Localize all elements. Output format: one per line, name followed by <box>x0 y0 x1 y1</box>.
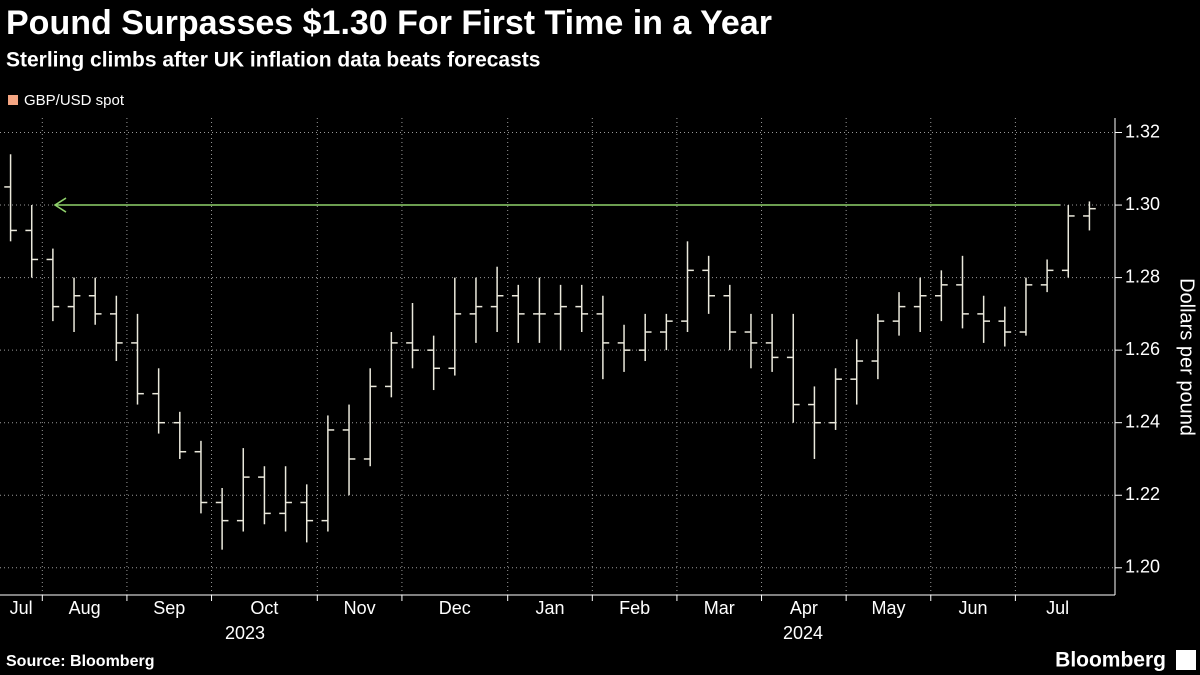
chart-title: Pound Surpasses $1.30 For First Time in … <box>6 4 772 42</box>
x-tick-label: Jul <box>1046 598 1069 618</box>
x-tick-label: Oct <box>250 598 278 618</box>
x-tick-label: Jun <box>959 598 988 618</box>
chart-subtitle: Sterling climbs after UK inflation data … <box>6 49 540 72</box>
x-tick-label: Dec <box>439 598 471 618</box>
y-tick-label: 1.22 <box>1125 484 1160 504</box>
x-tick-label: Nov <box>344 598 376 618</box>
y-tick-label: 1.20 <box>1125 557 1160 577</box>
year-label: 2024 <box>783 623 823 643</box>
logo: Bloomberg <box>1055 649 1166 672</box>
legend-label: GBP/USD spot <box>24 92 125 109</box>
legend-swatch <box>8 95 18 105</box>
x-tick-label: Apr <box>790 598 818 618</box>
y-tick-label: 1.24 <box>1125 411 1160 431</box>
reference-arrow <box>53 197 67 213</box>
x-tick-label: Jan <box>535 598 564 618</box>
y-tick-label: 1.26 <box>1125 339 1160 359</box>
x-tick-label: Mar <box>704 598 735 618</box>
x-tick-label: Aug <box>69 598 101 618</box>
y-axis-label: Dollars per pound <box>1176 278 1198 436</box>
x-tick-label: Feb <box>619 598 650 618</box>
logo-icon <box>1176 650 1196 670</box>
y-tick-label: 1.30 <box>1125 194 1160 214</box>
y-tick-label: 1.32 <box>1125 121 1160 141</box>
x-tick-label: Jul <box>10 598 33 618</box>
y-tick-label: 1.28 <box>1125 266 1160 286</box>
x-tick-label: Sep <box>153 598 185 618</box>
source: Source: Bloomberg <box>6 653 154 670</box>
year-label: 2023 <box>225 623 265 643</box>
x-tick-label: May <box>871 598 905 618</box>
